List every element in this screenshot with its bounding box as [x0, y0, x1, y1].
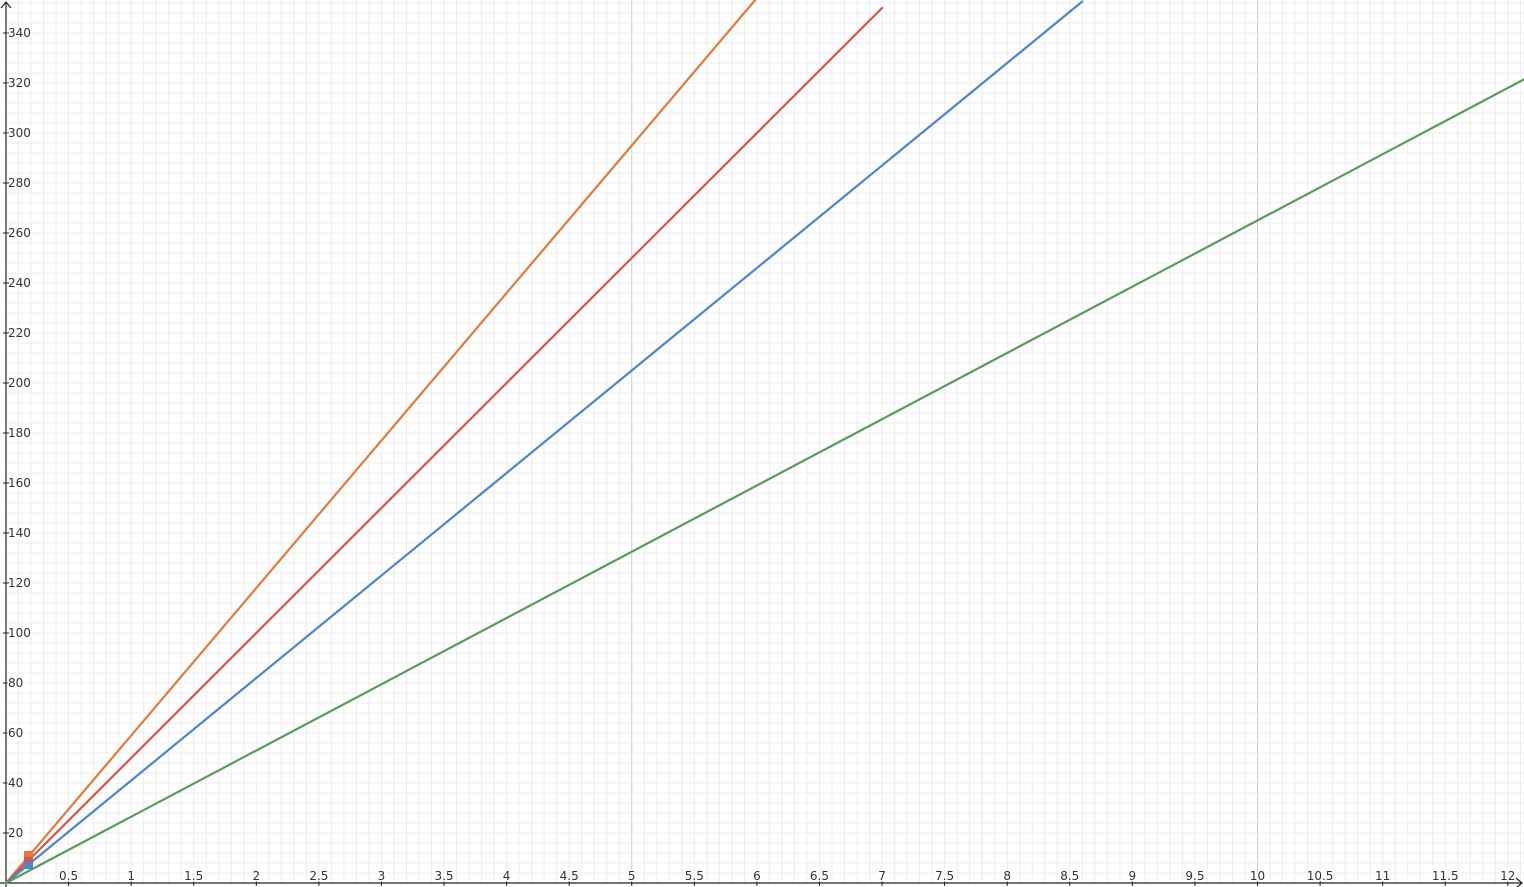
y-tick-label: 300 [8, 126, 31, 140]
x-tick-label: 9 [1129, 869, 1137, 883]
y-tick-label: 220 [8, 326, 31, 340]
x-tick-label: 2.5 [309, 869, 328, 883]
y-tick-label: 160 [8, 476, 31, 490]
series [4, 0, 1524, 885]
x-tick-label: 11 [1375, 869, 1390, 883]
series-line-1[interactable] [4, 0, 757, 885]
y-tick-label: 40 [8, 776, 23, 790]
y-tick-label: 280 [8, 176, 31, 190]
x-tick-label: 5.5 [685, 869, 704, 883]
point-marker-orange[interactable] [24, 851, 33, 860]
x-tick-label: 12 [1500, 869, 1515, 883]
y-tick-label: 180 [8, 426, 31, 440]
x-tick-label: 3 [378, 869, 386, 883]
point-marker-red[interactable] [24, 857, 33, 865]
x-tick-label: 8 [1003, 869, 1011, 883]
series-line-3[interactable] [4, 0, 1084, 885]
y-tick-label: 120 [8, 576, 31, 590]
series-line-2[interactable] [4, 6, 884, 885]
x-tick-label: 5 [628, 869, 636, 883]
x-tick-label: 2 [252, 869, 260, 883]
x-tick-label: 7.5 [935, 869, 954, 883]
y-tick-label: 80 [8, 676, 23, 690]
point-marker-blue[interactable] [24, 862, 33, 869]
x-tick-label: 7 [878, 869, 886, 883]
y-tick-label: 340 [8, 26, 31, 40]
y-tick-label: 240 [8, 276, 31, 290]
x-tick-label: 1 [127, 869, 135, 883]
x-tick-label: 1.5 [184, 869, 203, 883]
x-tick-label: 11.5 [1432, 869, 1459, 883]
tick-labels: 0.5 1 1.5 2 2.5 3 3.5 4 4.5 5 5.5 6 6.5 7 7.5 8 8.5 9 9.5 1… [3, 25, 1517, 886]
y-tick-label: 20 [8, 826, 23, 840]
x-tick-label: 10 [1250, 869, 1265, 883]
x-tick-label: 6.5 [810, 869, 829, 883]
x-tick-label: 10.5 [1307, 869, 1334, 883]
grid [6, 0, 1524, 883]
x-tick-label: 4.5 [560, 869, 579, 883]
y-tick-label: 260 [8, 226, 31, 240]
x-tick-label: 9.5 [1185, 869, 1204, 883]
x-tick-label: 3.5 [434, 869, 453, 883]
x-tick-label: 4 [503, 869, 511, 883]
y-tick-label: 320 [8, 76, 31, 90]
y-tick-label: 140 [8, 526, 31, 540]
y-axis-arrow-icon [0, 1, 12, 9]
y-tick-label: 100 [8, 626, 31, 640]
series-line-4[interactable] [4, 78, 1524, 885]
x-tick-label: 8.5 [1060, 869, 1079, 883]
x-axis-arrow-icon [1515, 877, 1523, 887]
x-tick-label: 6 [753, 869, 761, 883]
x-tick-label: 0.5 [59, 869, 78, 883]
origin-point-labels [24, 851, 33, 869]
y-tick-label: 200 [8, 376, 31, 390]
y-tick-label: 60 [8, 726, 23, 740]
